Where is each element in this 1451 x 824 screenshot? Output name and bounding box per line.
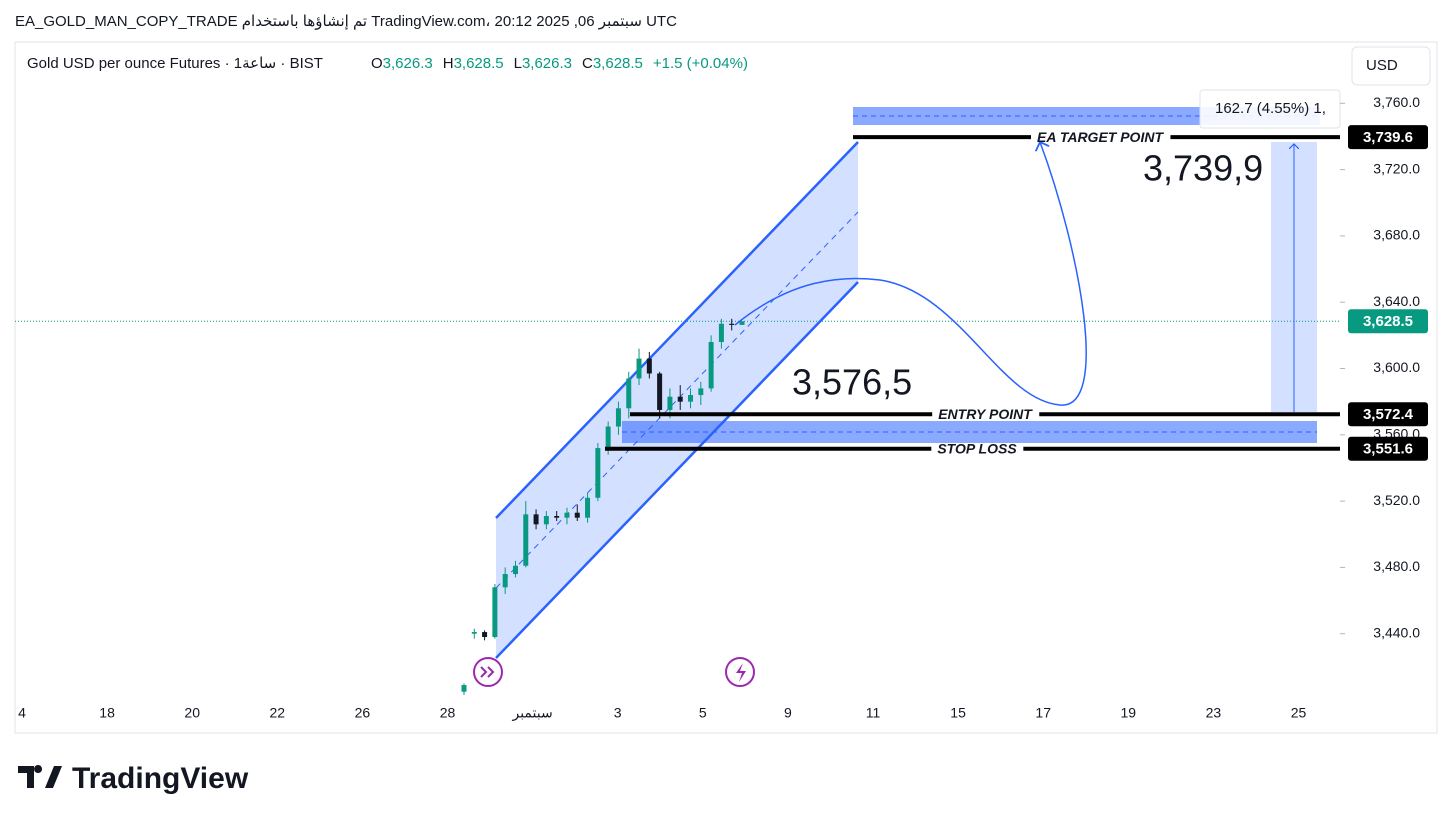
x-tick-label: 22 (270, 705, 286, 721)
candle-body (729, 323, 735, 325)
x-tick-label: 15 (950, 705, 966, 721)
y-tick-label: 3,760.0 (1373, 94, 1420, 110)
x-tick-label: 18 (99, 705, 115, 721)
ohlc-key: O (371, 55, 383, 72)
x-tick-label: 20 (184, 705, 200, 721)
candle-body (718, 323, 724, 342)
candle-body (585, 497, 591, 518)
candle-body (677, 396, 683, 402)
x-tick-label: 4 (18, 705, 26, 721)
entry-zone (622, 421, 1317, 443)
y-tick-label: 3,680.0 (1373, 227, 1420, 243)
ohlc-key: C (582, 55, 593, 72)
candle-body (626, 378, 632, 409)
candle-body (492, 587, 498, 638)
candle-body (739, 321, 745, 325)
candle-body (688, 395, 694, 402)
x-tick-label: 19 (1121, 705, 1137, 721)
x-tick-label: 11 (866, 705, 881, 721)
candle-body (564, 512, 570, 518)
x-tick-label: 17 (1035, 705, 1051, 721)
x-tick-label: 9 (784, 705, 792, 721)
currency-button[interactable] (1351, 46, 1431, 86)
price-label: 3,551.6 (1363, 441, 1413, 458)
level-name-bg (932, 410, 1040, 419)
ohlc-value: 3,626.3 (522, 55, 572, 72)
y-tick-label: 3,520.0 (1373, 492, 1420, 508)
candle-body (554, 516, 560, 518)
candle-body (574, 512, 580, 518)
candle-body (512, 565, 518, 575)
x-tick-label: سبتمبر (511, 705, 552, 722)
level-name-bg (931, 444, 1024, 453)
candle-body (605, 426, 611, 449)
ohlc-key: L (514, 55, 522, 72)
candle-body (543, 516, 549, 525)
x-tick-label: 23 (1206, 705, 1222, 721)
price-label-bg (1348, 436, 1428, 461)
ohlc-value: 3,628.5 (454, 55, 504, 72)
x-tick-label: 5 (699, 705, 707, 721)
logo: TradingView (72, 762, 249, 795)
candle-body (461, 685, 467, 692)
event-icon-glyph (736, 663, 746, 682)
x-tick-label: 25 (1291, 705, 1307, 721)
level-name: ENTRY POINT (938, 406, 1033, 422)
ohlc-value: 3,628.5 (593, 55, 643, 72)
price-label-bg (1348, 309, 1428, 334)
ohlc-value: 3,626.3 (383, 55, 433, 72)
candle-body (615, 408, 621, 427)
event-icon-glyph (480, 666, 495, 678)
y-tick-label: 3,720.0 (1373, 160, 1420, 176)
y-tick-label: 3,480.0 (1373, 558, 1420, 574)
projection-curve (734, 142, 1087, 406)
annotation: 3,739,9 (1143, 148, 1263, 189)
channel-mid (495, 211, 859, 589)
channel-lower (495, 281, 859, 659)
measure-tooltip (1199, 89, 1341, 129)
level-name-bg (1031, 133, 1171, 142)
ohlc-legend: O3,626.3 H3,628.5 L3,626.3 C3,628.5 +1.5 (+0… (371, 55, 748, 72)
candle-body (698, 388, 704, 396)
logo-mark (18, 765, 62, 788)
price-label-bg (1348, 125, 1428, 150)
change: +1.5 (+0.04%) (653, 55, 748, 72)
candle-body (482, 632, 488, 638)
level-name: STOP LOSS (937, 440, 1017, 456)
price-label-bg (1348, 402, 1428, 427)
symbol: Gold USD per ounce Futures · 1ساعة · BIS… (27, 55, 323, 72)
candle-body (471, 632, 477, 634)
candle-body (646, 358, 652, 374)
price-label: 3,628.5 (1363, 313, 1413, 330)
candle-body (657, 373, 663, 410)
y-tick-label: 3,640.0 (1373, 293, 1420, 309)
candle-body (667, 396, 673, 410)
candle-body (502, 574, 508, 588)
event-icon (473, 657, 503, 687)
candle-body (533, 514, 539, 525)
x-tick-label: 28 (440, 705, 456, 721)
measure-text: 162.7 (4.55%) 1, (1215, 100, 1326, 117)
header: EA_GOLD_MAN_COPY_TRADE تم إنشاؤها باستخد… (15, 13, 677, 30)
annotation: 3,576,5 (792, 362, 912, 403)
price-label: 3,572.4 (1363, 406, 1414, 423)
x-tick-label: 3 (614, 705, 622, 721)
level-name: EA TARGET POINT (1037, 129, 1164, 145)
y-tick-label: 3,600.0 (1373, 359, 1420, 375)
candle-body (708, 341, 714, 389)
channel-fill (496, 142, 858, 658)
ohlc-key: H (443, 55, 454, 72)
price-label: 3,739.6 (1363, 129, 1413, 146)
candle-body (523, 514, 529, 566)
candle-body (595, 448, 601, 498)
currency[interactable]: USD (1366, 57, 1398, 74)
x-tick-label: 26 (355, 705, 371, 721)
candle-body (636, 358, 642, 379)
chart-frame (14, 41, 1438, 734)
channel-upper (495, 141, 859, 519)
y-tick-label: 3,440.0 (1373, 624, 1420, 640)
